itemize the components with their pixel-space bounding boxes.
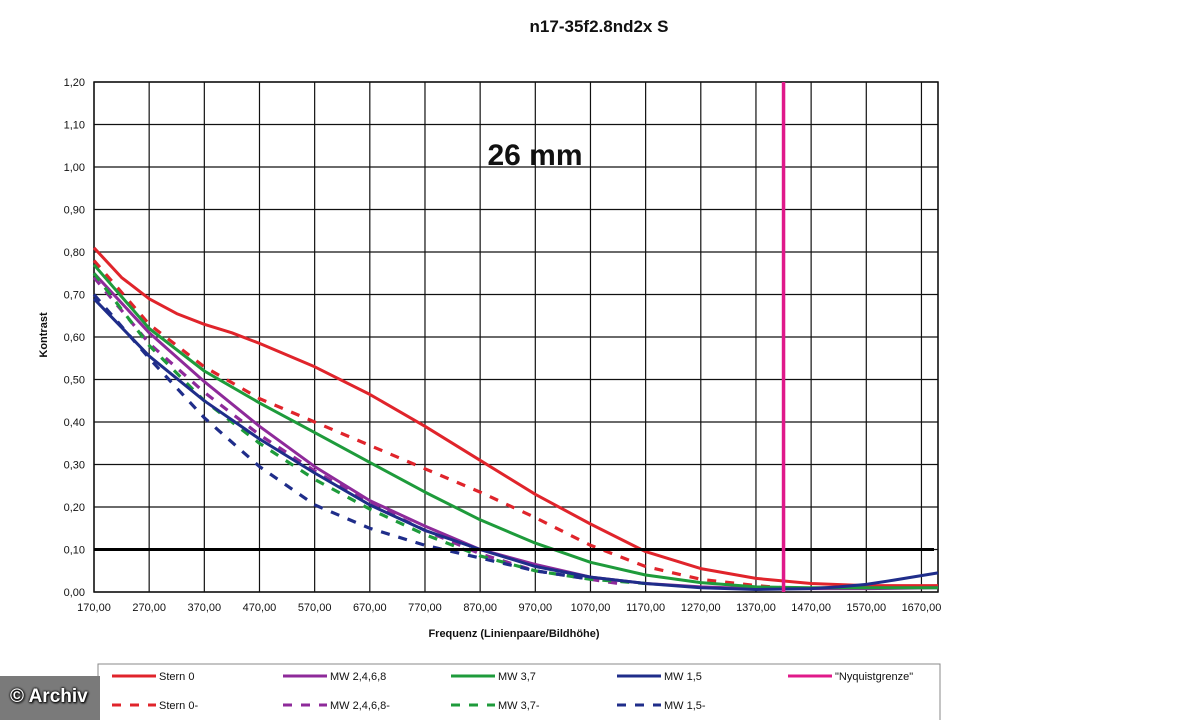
x-tick-label: 370,00 (187, 602, 221, 614)
y-tick-label: 0,30 (64, 460, 85, 472)
series-line-mw-3-7- (92, 272, 646, 586)
y-tick-label: 0,70 (64, 290, 85, 302)
y-tick-label: 0,90 (64, 205, 85, 217)
x-tick-label: 470,00 (243, 602, 277, 614)
y-tick-label: 0,40 (64, 417, 85, 429)
y-tick-label: 0,60 (64, 332, 85, 344)
y-tick-label: 1,00 (64, 162, 85, 174)
x-tick-label: 170,00 (77, 602, 111, 614)
legend-label: MW 1,5 (664, 671, 702, 683)
y-axis-label: Kontrast (38, 312, 50, 358)
x-tick-label: 1470,00 (791, 602, 831, 614)
y-tick-label: 0,10 (64, 545, 85, 557)
legend-label: Stern 0- (159, 700, 198, 712)
x-tick-label: 1170,00 (626, 602, 665, 614)
x-tick-label: 1370,00 (736, 602, 776, 614)
legend-label: MW 3,7- (498, 700, 540, 712)
x-tick-label: 1270,00 (681, 602, 721, 614)
y-tick-label: 1,20 (64, 77, 85, 89)
x-tick-label: 570,00 (298, 602, 332, 614)
legend-label: MW 3,7 (498, 671, 536, 683)
y-tick-label: 1,10 (64, 120, 85, 132)
series-line-mw-2-4-6-8- (92, 276, 619, 586)
y-tick-label: 0,20 (64, 502, 85, 514)
x-tick-label: 870,00 (463, 602, 497, 614)
series-line-mw-1-5- (92, 293, 591, 581)
tick-labels: 170,00 270,00 370,00 470,00 570,00 670,00 770,… (64, 77, 942, 614)
legend-label: "Nyquistgrenze" (835, 671, 913, 683)
watermark-background (0, 676, 100, 720)
watermark-text: © Archiv (10, 686, 88, 707)
focal-length-annotation: 26 mm (487, 139, 582, 172)
chart-title: n17-35f2.8nd2x S (530, 17, 669, 36)
series-line-stern-0 (92, 246, 938, 588)
x-tick-label: 670,00 (353, 602, 387, 614)
legend: Stern 0 MW 2,4,6,8 MW 3,7 MW 1,5 "Nyquistgre… (97, 663, 941, 720)
y-tick-label: 0,80 (64, 247, 85, 259)
x-tick-label: 270,00 (132, 602, 166, 614)
series-line-mw-1-5 (92, 297, 939, 591)
x-axis-label: Frequenz (Linienpaare/Bildhöhe) (428, 628, 599, 640)
x-tick-label: 770,00 (408, 602, 442, 614)
x-tick-label: 1070,00 (571, 602, 611, 614)
x-tick-label: 1670,00 (902, 602, 942, 614)
legend-label: Stern 0 (159, 671, 194, 683)
legend-label: MW 1,5- (664, 700, 706, 712)
x-tick-label: 1570,00 (846, 602, 886, 614)
legend-label: MW 2,4,6,8- (330, 700, 390, 712)
x-tick-label: 970,00 (518, 602, 552, 614)
y-tick-label: 0,50 (64, 375, 85, 387)
legend-label: MW 2,4,6,8 (330, 671, 386, 683)
plot-frame (93, 81, 939, 593)
y-tick-label: 0,00 (64, 587, 85, 599)
reference-lines (94, 82, 934, 592)
series-line-stern-0- (92, 259, 784, 590)
